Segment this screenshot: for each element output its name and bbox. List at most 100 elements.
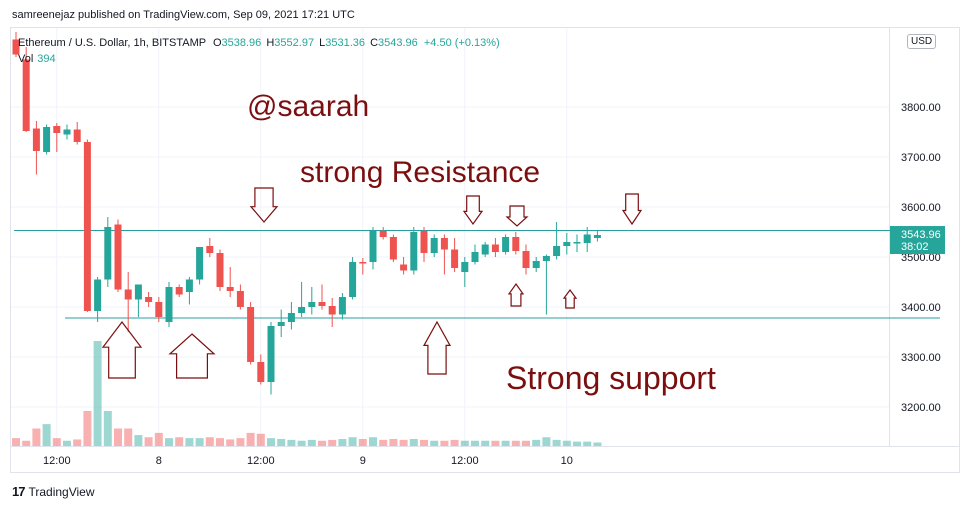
candle-body: [114, 224, 122, 290]
volume-bar: [338, 439, 347, 446]
change-value: +4.50 (+0.13%): [423, 37, 500, 49]
volume-bar: [409, 439, 418, 446]
candle-body: [583, 234, 591, 243]
symbol-legend: Ethereum / U.S. Dollar, 1h, BITSTAMP O35…: [18, 37, 500, 49]
volume-bar: [12, 438, 20, 446]
candle-body: [12, 39, 20, 55]
volume-bar: [369, 437, 377, 446]
open-value: 3538.96: [221, 37, 262, 49]
candle-body: [124, 289, 132, 300]
y-tick-label: 3500.00: [901, 252, 941, 264]
low-value: 3531.36: [325, 37, 366, 49]
symbol-name[interactable]: Ethereum / U.S. Dollar, 1h, BITSTAMP: [18, 37, 206, 49]
x-tick-label: 9: [360, 455, 366, 467]
volume-bar: [267, 438, 275, 446]
volume-bar: [195, 438, 204, 446]
candle-body: [542, 256, 550, 261]
chart-pane[interactable]: [10, 27, 890, 447]
resistance-annotation: strong Resistance: [300, 156, 541, 189]
down-arrow-icon: [462, 195, 484, 226]
down-arrow-icon: [621, 193, 643, 226]
volume-bar: [236, 438, 245, 446]
volume-bar: [440, 440, 449, 446]
candle-body: [196, 247, 204, 280]
candle-body: [32, 128, 40, 151]
volume-bar: [593, 442, 602, 446]
price-scale[interactable]: [890, 27, 960, 447]
volume-bar: [165, 438, 173, 446]
volume-legend: Vol 394: [18, 53, 56, 65]
support-annotation: Strong support: [506, 360, 716, 396]
tradingview-brand: TradingView: [28, 484, 95, 499]
candle-body: [175, 287, 183, 295]
volume-bar: [307, 439, 316, 446]
x-tick-label: 12:00: [451, 455, 479, 467]
volume-bar: [287, 439, 296, 446]
volume-bar: [154, 432, 163, 446]
volume-bar: [93, 341, 102, 446]
up-arrow-icon: [422, 320, 452, 375]
candle-body: [247, 307, 255, 362]
volume-bar: [205, 437, 214, 446]
volume-bar: [226, 439, 235, 446]
volume-bar: [420, 439, 428, 446]
candle-body: [104, 227, 112, 280]
volume-label: Vol: [18, 53, 34, 65]
currency-button[interactable]: USD: [907, 34, 937, 49]
volume-bar: [471, 440, 479, 446]
up-arrow-icon: [562, 288, 578, 309]
volume-bar: [583, 441, 592, 446]
volume-bar: [450, 439, 459, 446]
volume-bar: [491, 440, 500, 446]
x-tick-label: 12:00: [247, 455, 275, 467]
volume-bar: [552, 439, 561, 446]
volume-bar: [297, 440, 306, 446]
x-tick-label: 8: [156, 455, 162, 467]
current-price-tag: [890, 226, 945, 255]
candle-body: [155, 302, 163, 317]
volume-bar: [542, 437, 551, 446]
volume-bar: [379, 439, 388, 446]
candle-body: [43, 127, 51, 152]
candle-body: [563, 242, 571, 246]
x-tick-label: 12:00: [43, 455, 71, 467]
volume-bar: [532, 439, 541, 446]
tradingview-logo[interactable]: 17 TradingView: [12, 484, 95, 499]
candle-body: [522, 251, 530, 268]
volume-bar: [144, 437, 153, 446]
candle-body: [257, 362, 265, 382]
candle-body: [593, 235, 601, 238]
time-axis[interactable]: [10, 447, 960, 473]
y-tick-label: 3600.00: [901, 202, 941, 214]
candle-body: [430, 238, 438, 253]
volume-bar: [573, 441, 581, 446]
candle-body: [73, 129, 81, 142]
volume-bar: [328, 439, 337, 446]
published-caption: samreenejaz published on TradingView.com…: [12, 9, 355, 21]
candle-body: [553, 246, 561, 256]
candle-body: [53, 126, 61, 133]
candle-body: [236, 291, 244, 307]
tradingview-mark-icon: 17: [12, 484, 26, 499]
volume-bar: [481, 440, 490, 446]
volume-bar: [42, 424, 51, 446]
candle-body: [532, 261, 540, 268]
candle-body: [359, 262, 367, 264]
candle-body: [410, 232, 418, 271]
candle-body: [491, 244, 499, 252]
volume-bar: [216, 438, 224, 446]
volume-bar: [22, 440, 31, 446]
volume-bar: [103, 411, 112, 446]
low-label: L: [319, 37, 326, 49]
volume-bar: [124, 428, 133, 446]
volume-bar: [522, 440, 530, 446]
candle-body: [216, 253, 224, 287]
candle-body: [400, 264, 408, 271]
close-label: C: [370, 37, 379, 49]
candle-body: [338, 297, 346, 315]
volume-bar: [52, 438, 61, 446]
volume-bar: [358, 439, 367, 446]
candle-body: [461, 262, 469, 272]
candle-body: [226, 287, 234, 291]
candle-body: [481, 244, 489, 255]
